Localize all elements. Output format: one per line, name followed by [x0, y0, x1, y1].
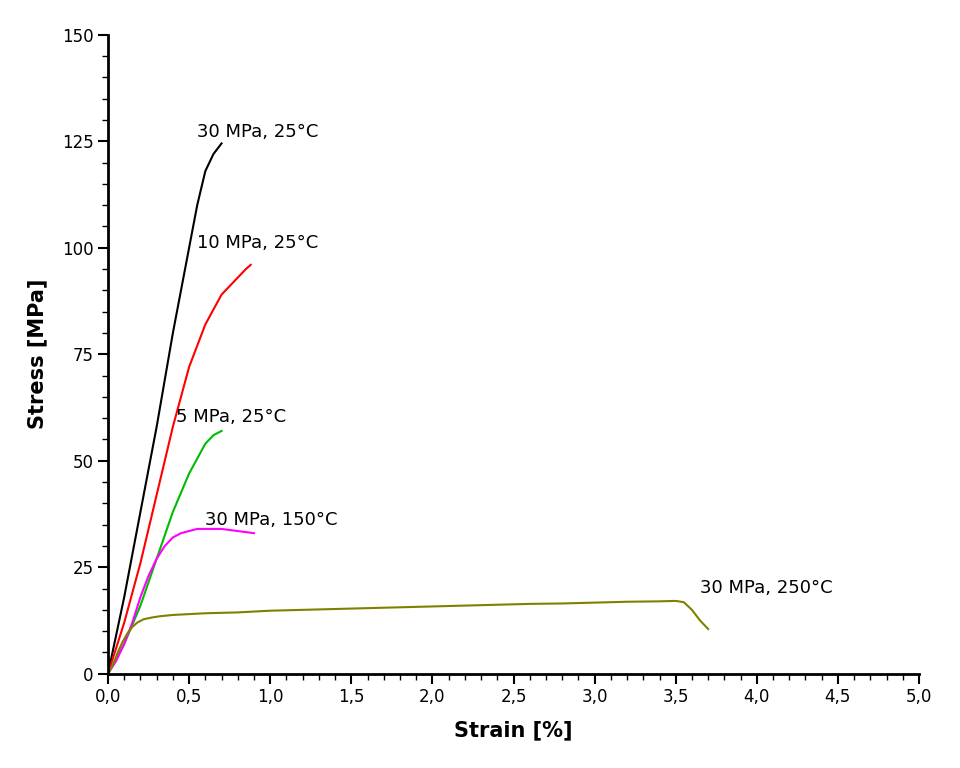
- X-axis label: Strain [%]: Strain [%]: [454, 720, 573, 740]
- Text: 5 MPa, 25°C: 5 MPa, 25°C: [176, 409, 286, 426]
- Text: 30 MPa, 25°C: 30 MPa, 25°C: [197, 123, 319, 141]
- Text: 10 MPa, 25°C: 10 MPa, 25°C: [197, 233, 319, 252]
- Y-axis label: Stress [MPa]: Stress [MPa]: [28, 279, 48, 429]
- Text: 30 MPa, 250°C: 30 MPa, 250°C: [700, 579, 832, 597]
- Text: 30 MPa, 150°C: 30 MPa, 150°C: [205, 511, 338, 528]
